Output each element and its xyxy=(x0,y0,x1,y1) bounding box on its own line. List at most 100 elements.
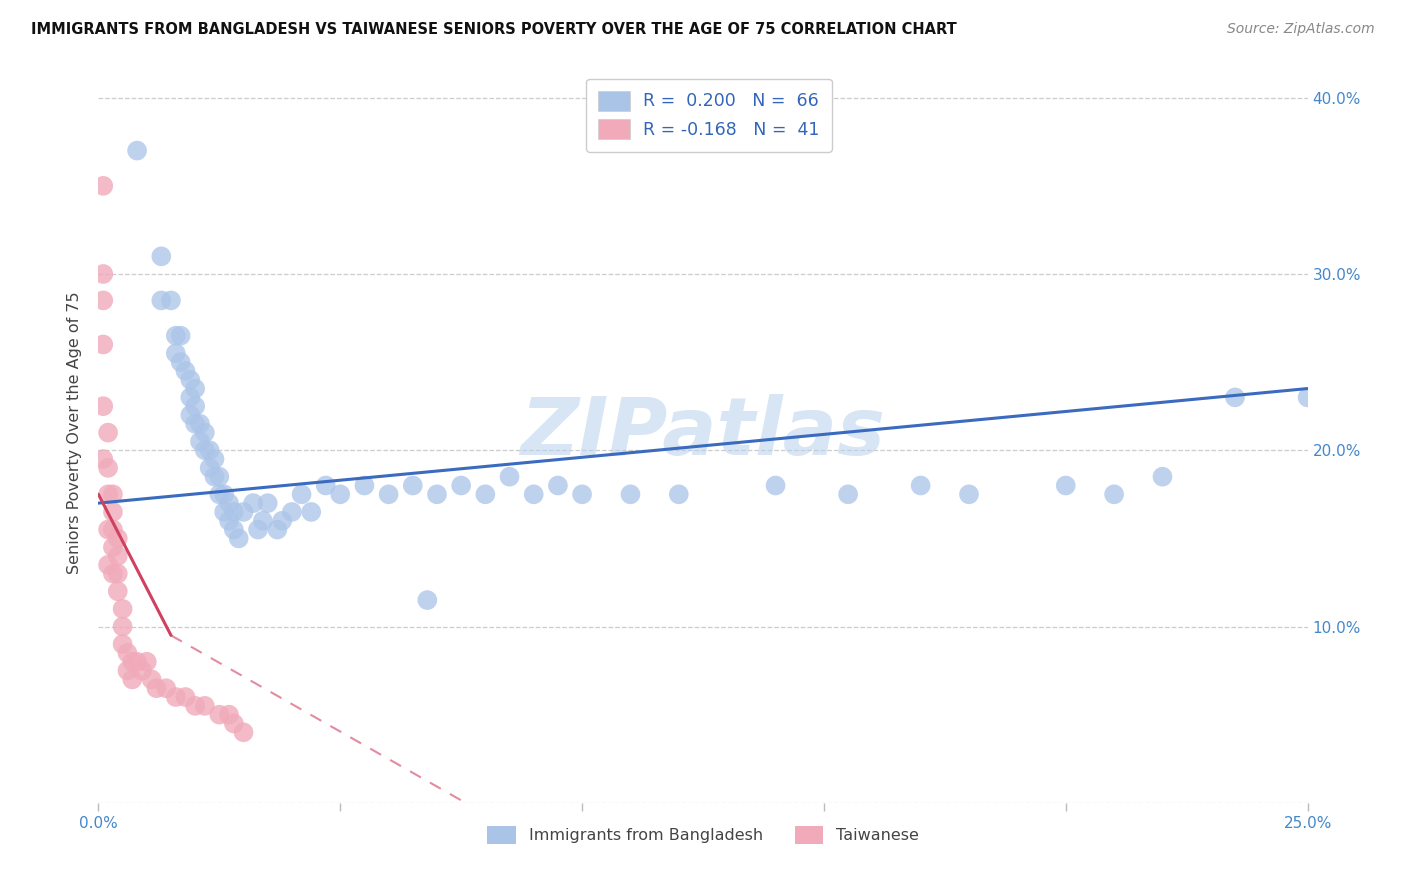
Point xyxy=(117,664,139,678)
Point xyxy=(232,725,254,739)
Point xyxy=(498,469,520,483)
Point xyxy=(1152,469,1174,483)
Point xyxy=(212,505,235,519)
Point xyxy=(188,417,211,431)
Point xyxy=(222,505,245,519)
Point xyxy=(184,382,207,396)
Point xyxy=(571,487,593,501)
Point xyxy=(179,408,201,422)
Point xyxy=(184,698,207,713)
Point xyxy=(127,144,149,158)
Point xyxy=(150,293,173,308)
Point xyxy=(97,523,120,537)
Point xyxy=(619,487,641,501)
Point xyxy=(127,655,149,669)
Text: ZIPatlas: ZIPatlas xyxy=(520,393,886,472)
Point xyxy=(353,478,375,492)
Point xyxy=(218,707,240,722)
Point xyxy=(315,478,337,492)
Point xyxy=(194,425,217,440)
Point xyxy=(426,487,449,501)
Point xyxy=(165,690,187,704)
Point xyxy=(97,487,120,501)
Point xyxy=(165,328,187,343)
Point xyxy=(204,452,226,467)
Point xyxy=(91,452,114,467)
Point xyxy=(232,505,254,519)
Point xyxy=(141,673,163,687)
Point xyxy=(101,505,124,519)
Point xyxy=(252,514,274,528)
Point xyxy=(222,523,245,537)
Point xyxy=(169,328,191,343)
Point xyxy=(131,664,153,678)
Point xyxy=(188,434,211,449)
Point xyxy=(97,558,120,572)
Point xyxy=(222,716,245,731)
Point xyxy=(91,267,114,281)
Point xyxy=(117,646,139,660)
Point xyxy=(765,478,787,492)
Point xyxy=(208,469,231,483)
Point xyxy=(208,707,231,722)
Point xyxy=(194,443,217,458)
Point xyxy=(198,443,221,458)
Point xyxy=(198,461,221,475)
Point xyxy=(91,178,114,193)
Point xyxy=(271,514,294,528)
Point xyxy=(174,364,197,378)
Point xyxy=(1054,478,1077,492)
Point xyxy=(299,505,322,519)
Point xyxy=(150,249,173,263)
Point xyxy=(218,496,240,510)
Point xyxy=(208,487,231,501)
Point xyxy=(107,549,129,563)
Point xyxy=(204,469,226,483)
Text: Source: ZipAtlas.com: Source: ZipAtlas.com xyxy=(1227,22,1375,37)
Point xyxy=(97,425,120,440)
Point xyxy=(91,293,114,308)
Point xyxy=(111,602,134,616)
Point xyxy=(1296,390,1319,404)
Point xyxy=(135,655,157,669)
Point xyxy=(242,496,264,510)
Point xyxy=(107,584,129,599)
Point xyxy=(121,673,143,687)
Point xyxy=(111,637,134,651)
Y-axis label: Seniors Poverty Over the Age of 75: Seniors Poverty Over the Age of 75 xyxy=(67,292,83,574)
Point xyxy=(266,523,288,537)
Point xyxy=(101,487,124,501)
Point xyxy=(121,655,143,669)
Point xyxy=(218,514,240,528)
Point xyxy=(179,373,201,387)
Point xyxy=(101,523,124,537)
Point xyxy=(837,487,859,501)
Point xyxy=(169,355,191,369)
Point xyxy=(547,478,569,492)
Point xyxy=(145,681,167,696)
Point xyxy=(111,619,134,633)
Legend: Immigrants from Bangladesh, Taiwanese: Immigrants from Bangladesh, Taiwanese xyxy=(481,819,925,850)
Point xyxy=(194,698,217,713)
Point xyxy=(329,487,352,501)
Point xyxy=(179,390,201,404)
Point xyxy=(281,505,304,519)
Point xyxy=(256,496,278,510)
Point xyxy=(97,461,120,475)
Point xyxy=(1102,487,1125,501)
Point xyxy=(101,566,124,581)
Point xyxy=(165,346,187,360)
Point xyxy=(212,487,235,501)
Point xyxy=(247,523,270,537)
Point xyxy=(174,690,197,704)
Point xyxy=(107,532,129,546)
Point xyxy=(450,478,472,492)
Point xyxy=(184,399,207,413)
Point xyxy=(957,487,980,501)
Point xyxy=(101,540,124,554)
Point xyxy=(184,417,207,431)
Point xyxy=(160,293,183,308)
Point xyxy=(910,478,932,492)
Point xyxy=(668,487,690,501)
Point xyxy=(107,566,129,581)
